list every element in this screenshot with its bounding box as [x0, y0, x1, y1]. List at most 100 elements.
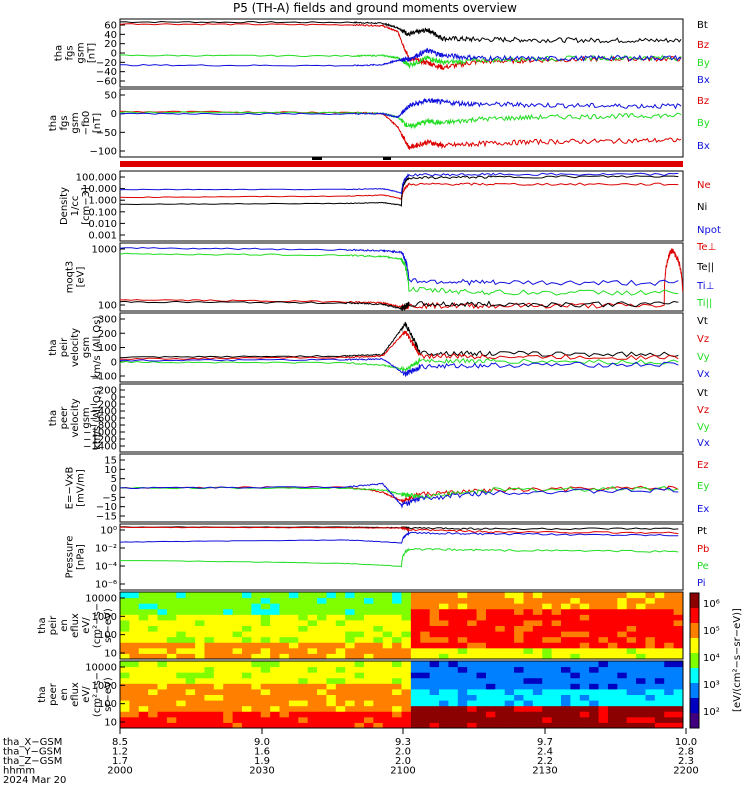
spectrogram-cell [270, 597, 281, 604]
spectrogram-cell [326, 603, 337, 610]
spectrogram-cell [260, 672, 271, 679]
spectrogram-cell [354, 711, 365, 718]
spectrogram-cell [664, 642, 675, 649]
y-axis-label: gsm [70, 112, 81, 133]
spectrogram-cell [120, 608, 130, 615]
spectrogram-cell [589, 647, 600, 654]
spectrogram-cell [645, 661, 656, 668]
spectrogram-cell [523, 636, 534, 643]
spectrogram-cell [363, 636, 374, 643]
spectrogram-cell [241, 597, 252, 604]
spectrogram-cell [561, 619, 571, 626]
spectrogram-cell [439, 597, 449, 604]
spectrogram-cell [363, 625, 374, 632]
spectrogram-cell [607, 722, 618, 729]
spectrogram-cell [420, 619, 431, 626]
spectrogram-cell [213, 694, 224, 701]
spectrogram-cell [288, 625, 299, 632]
spectrogram-cell [204, 642, 215, 649]
y-tick-label: 10000 [85, 663, 117, 674]
spectrogram-cell [176, 677, 187, 684]
spectrogram-cell [551, 688, 562, 695]
spectrogram-cell [270, 677, 281, 684]
x-tick-label: 2000 [107, 766, 132, 777]
spectrogram-cell [223, 592, 234, 599]
y-tick-label: 100 [98, 343, 117, 354]
spectrogram-cell [317, 672, 327, 679]
spectrogram-cell [392, 614, 402, 621]
y-tick-label: 10 [104, 649, 117, 660]
spectrogram-cell [317, 653, 327, 660]
legend-label: Npot [697, 225, 721, 236]
spectrogram-cell [429, 625, 440, 632]
spectrogram-cell [166, 603, 177, 610]
spectrogram-cell [607, 700, 618, 707]
spectrogram-cell [551, 672, 562, 679]
spectrogram-cell [485, 661, 496, 668]
spectrogram-cell [504, 672, 515, 679]
spectrogram-cell [363, 666, 374, 673]
spectrogram-cell [645, 677, 656, 684]
spectrogram-cell [307, 653, 318, 660]
spectrogram-cell [598, 677, 609, 684]
spectrogram-cell [645, 700, 656, 707]
y-axis-label: gsm [81, 407, 92, 428]
spectrogram-cell [241, 688, 252, 695]
spectrogram-cell [251, 636, 262, 643]
spectrogram-cell [241, 716, 252, 723]
spectrogram-cell [654, 711, 665, 718]
x-tick-label: 2100 [390, 766, 415, 777]
spectrogram-cell [429, 619, 440, 626]
spectrogram-cell [664, 647, 675, 654]
y-tick-label: 300 [98, 315, 117, 326]
spectrogram-cell [523, 653, 534, 660]
spectrogram-cell [260, 608, 271, 615]
spectrogram-cell [185, 716, 196, 723]
spectrogram-cell [457, 642, 468, 649]
spectrogram-cell [392, 642, 402, 649]
spectrogram-cell [570, 603, 581, 610]
spectrogram-cell [654, 666, 665, 673]
y-axis-label: tha [37, 617, 48, 633]
spectrogram-cell [288, 722, 299, 729]
spectrogram-cell [279, 716, 290, 723]
spectrogram-cell [373, 619, 384, 626]
y-axis-label: tha [48, 410, 59, 426]
spectrogram-cell [607, 597, 618, 604]
spectrogram-cell [570, 597, 581, 604]
spectrogram-cell [232, 603, 243, 610]
spectrogram-cell [213, 636, 224, 643]
spectrogram-cell [251, 688, 262, 695]
y-axis-label: [nT] [87, 43, 98, 63]
y-axis-label: Density [59, 187, 70, 225]
spectrogram-cell [654, 653, 665, 660]
spectrogram-cell [551, 705, 562, 712]
y-tick-label: 0 [111, 357, 117, 368]
spectrogram-cell [495, 636, 506, 643]
spectrogram-cell [410, 631, 421, 638]
y-axis-label: Pressure [65, 536, 76, 579]
spectrogram-cell [129, 711, 140, 718]
spectrogram-cell [561, 653, 571, 660]
series-line-Pi [119, 530, 679, 544]
spectrogram-cell [664, 700, 675, 707]
spectrogram-cell [467, 716, 478, 723]
spectrogram-cell [570, 722, 581, 729]
spectrogram-cell [523, 625, 534, 632]
spectrogram-cell [495, 677, 506, 684]
spectrogram-cell [251, 716, 262, 723]
spectrogram-cell [354, 625, 365, 632]
y-tick-label: 20 [104, 39, 117, 50]
spectrogram-cell [607, 672, 618, 679]
spectrogram-cell [270, 683, 281, 690]
x-tick-label: 10.0 [675, 737, 697, 748]
spectrogram-cell [626, 722, 637, 729]
spectrogram-cell [429, 711, 440, 718]
spectrogram-cell [420, 683, 431, 690]
spectrogram-cell [195, 688, 205, 695]
spectrogram-cell [195, 694, 205, 701]
spectrogram-cell [157, 642, 168, 649]
series-line-Vt [119, 321, 679, 359]
spectrogram-cell [213, 597, 224, 604]
spectrogram-cell [457, 700, 468, 707]
